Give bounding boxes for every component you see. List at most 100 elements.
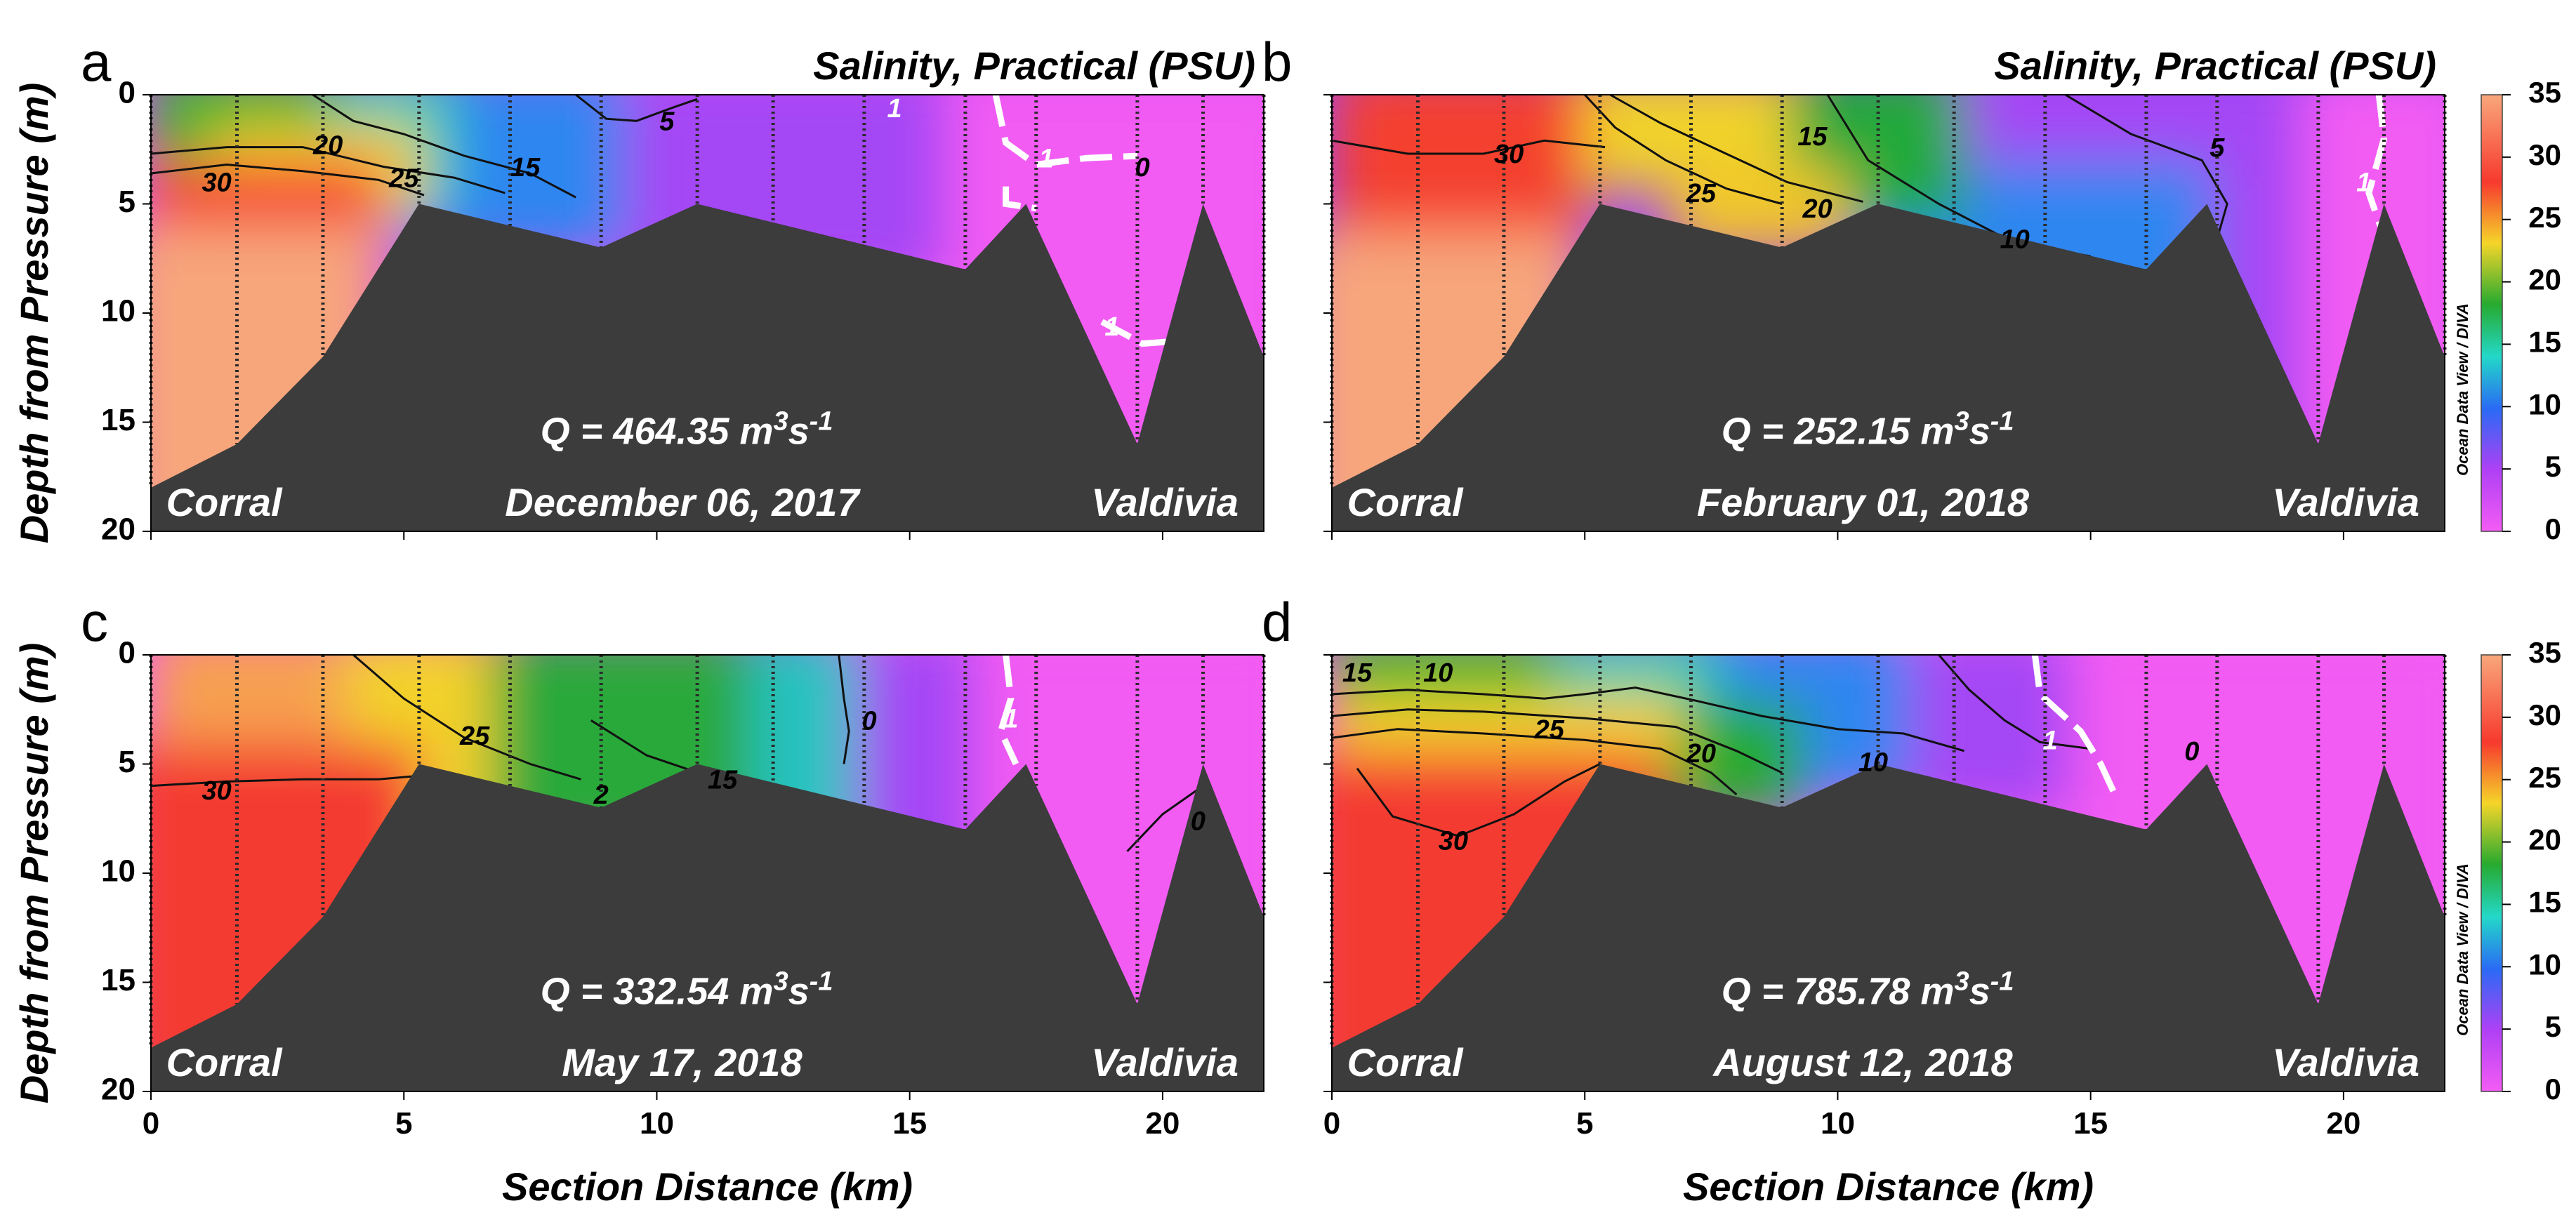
colorbar-tick-label: 30 — [2528, 698, 2561, 731]
colorbar-tick-label: 5 — [2545, 450, 2561, 483]
isohaline-line — [1938, 654, 2091, 750]
isohaline-line — [1584, 93, 1783, 205]
site-label-left: Corral — [1347, 480, 1464, 524]
isohaline-line — [838, 654, 850, 764]
colorbar-tick-label: 0 — [2545, 1073, 2561, 1106]
isohaline-line — [352, 653, 581, 781]
isohaline-line — [1356, 763, 1601, 837]
site-label-right: Valdivia — [2272, 480, 2419, 524]
contour-label: 15 — [1797, 122, 1828, 152]
contour-label: 25 — [459, 722, 490, 751]
colorbar-bottom — [2481, 654, 2503, 1092]
colorbar-tick-label: 30 — [2528, 138, 2561, 171]
isohaline-1-line — [1100, 319, 1173, 347]
colorbar-tick-label: 25 — [2528, 201, 2561, 234]
colorbar-tick-label: 35 — [2528, 76, 2561, 109]
panel-title: Salinity, Practical (PSU) — [813, 44, 1255, 88]
discharge-value: Q = 332.54 m3s-1 — [541, 967, 833, 1013]
contour-label: 30 — [202, 168, 232, 198]
colorbar-top — [2481, 94, 2503, 532]
panel-letter: c — [81, 591, 108, 653]
x-tick-label: 5 — [395, 1106, 412, 1141]
site-label-right: Valdivia — [1091, 480, 1239, 524]
contour-label: 20 — [1802, 194, 1832, 224]
colorbar-credit: Ocean Data View / DIVA — [2454, 303, 2471, 476]
isohaline-line — [1331, 686, 1965, 752]
isohaline-1-line — [2031, 654, 2119, 799]
contour-label: 5 — [2210, 133, 2225, 163]
colorbar-tick-label: 0 — [2545, 512, 2561, 545]
contour-label: 1 — [887, 94, 901, 124]
contour-label: 10 — [1423, 658, 1453, 688]
y-axis-title: Depth from Pressure (m) — [12, 643, 56, 1104]
colorbar-tick-label: 35 — [2528, 636, 2561, 669]
x-tick-label: 10 — [640, 1106, 674, 1141]
isohaline-1-line — [992, 94, 1138, 168]
survey-date: August 12, 2018 — [1712, 1040, 2013, 1084]
panel-title: Salinity, Practical (PSU) — [1994, 44, 2436, 88]
isohaline-line — [1331, 708, 1783, 774]
x-tick-label: 0 — [143, 1106, 159, 1141]
isohaline-line — [1609, 93, 1863, 203]
site-label-right: Valdivia — [1091, 1040, 1239, 1084]
contour-label: 2 — [593, 781, 609, 810]
site-label-left: Corral — [166, 1040, 283, 1084]
y-tick-label: 15 — [101, 403, 136, 437]
y-axis-title: Depth from Pressure (m) — [12, 83, 56, 544]
contour-label: 1 — [1003, 704, 1018, 733]
isohaline-1-line — [997, 654, 1019, 766]
bathymetry — [1332, 764, 2445, 1091]
contour-label: 1 — [2042, 726, 2057, 755]
colorbar-tick-label: 10 — [2528, 387, 2561, 420]
panel-b-marks: 30 25 20 15 10 5 1 b Salinity, Practical (PSU) Q … — [1262, 31, 2447, 540]
x-tick-label: 15 — [892, 1106, 927, 1141]
contour-label: 1 — [1104, 312, 1119, 342]
isohaline-line — [1126, 785, 1204, 852]
contour-label: 15 — [510, 153, 541, 182]
x-axis-title: Section Distance (km) — [1683, 1164, 2094, 1209]
bathymetry — [151, 204, 1264, 531]
x-axis-title: Section Distance (km) — [502, 1164, 913, 1209]
y-tick-label: 20 — [101, 1073, 136, 1107]
contour-label: 5 — [659, 107, 675, 136]
isohaline-line — [150, 163, 425, 197]
contour-label: 15 — [708, 765, 738, 795]
colorbar-tick-label: 10 — [2528, 948, 2561, 981]
discharge-value: Q = 464.35 m3s-1 — [541, 407, 833, 453]
bathymetry — [151, 764, 1264, 1091]
survey-date: February 01, 2018 — [1697, 480, 2030, 524]
colorbar-tick-label: 25 — [2528, 761, 2561, 794]
colorbar-tick-label: 5 — [2545, 1010, 2561, 1043]
contour-label: 30 — [202, 776, 232, 806]
survey-date: May 17, 2018 — [562, 1040, 802, 1084]
x-tick-label: 15 — [2073, 1106, 2108, 1141]
isohaline-line — [1331, 728, 1738, 796]
discharge-value: Q = 252.15 m3s-1 — [1722, 407, 2014, 453]
isohaline-1-line — [2365, 94, 2388, 238]
colorbar-tick-label: 20 — [2528, 263, 2561, 296]
contour-label: 0 — [2184, 737, 2199, 766]
panel-letter: d — [1262, 591, 1292, 653]
contour-label: 20 — [1686, 739, 1716, 769]
x-tick-label: 20 — [1145, 1106, 1180, 1141]
isohaline-line — [312, 93, 576, 199]
contour-label: 30 — [1439, 826, 1468, 856]
isohaline-line — [150, 774, 430, 788]
colorbar-tick-label: 15 — [2528, 326, 2561, 359]
contour-label: 30 — [1494, 140, 1524, 169]
contour-label: 25 — [1534, 715, 1565, 745]
panel-letter: a — [81, 31, 112, 93]
colorbar-credit: Ocean Data View / DIVA — [2454, 863, 2471, 1036]
contour-label: 0 — [861, 706, 876, 736]
x-tick-label: 10 — [1821, 1106, 1855, 1141]
contour-label: 20 — [312, 131, 343, 161]
panel-letter: b — [1262, 31, 1292, 93]
isohaline-1-line — [1003, 186, 1037, 212]
x-tick-label: 5 — [1576, 1106, 1593, 1141]
survey-date: December 06, 2017 — [505, 480, 861, 524]
isohaline-line — [150, 146, 506, 194]
y-tick-label: 5 — [119, 185, 136, 219]
site-label-left: Corral — [166, 480, 283, 524]
